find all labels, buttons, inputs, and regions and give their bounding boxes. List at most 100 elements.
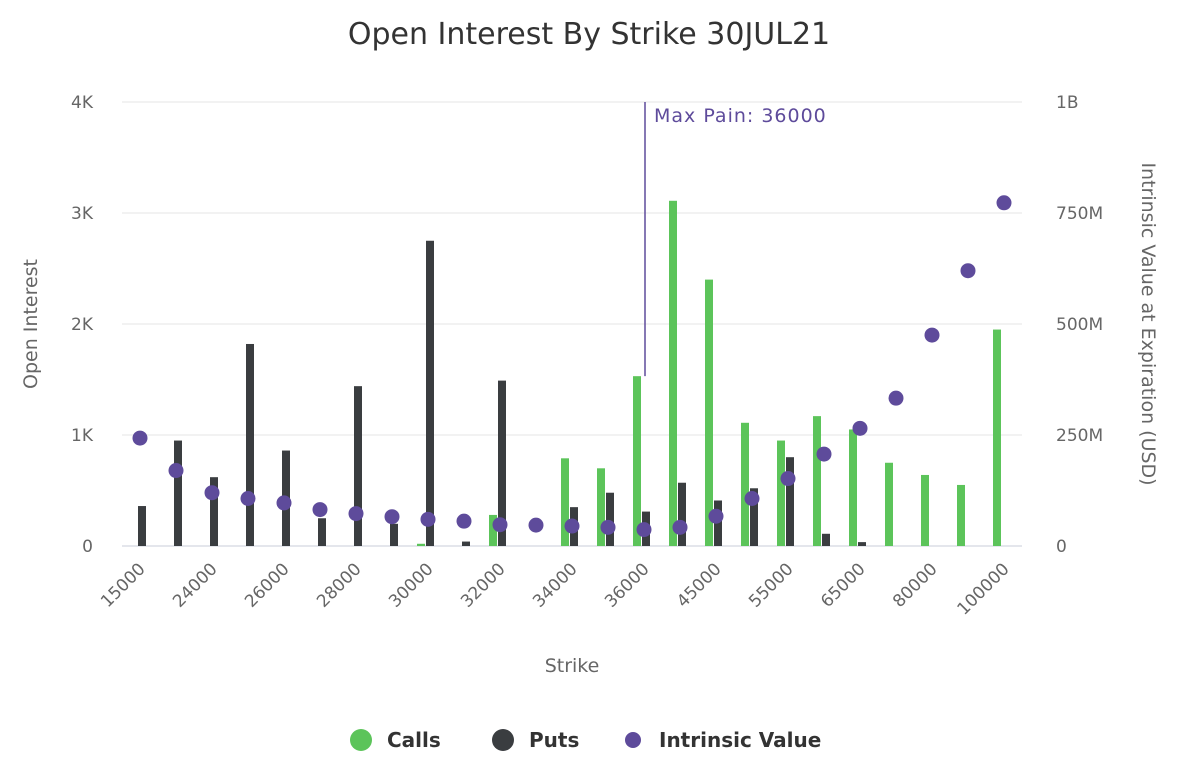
legend-marker: [625, 732, 641, 748]
y2-tick-label: 1B: [1056, 93, 1078, 113]
calls-bar: [921, 474, 929, 546]
intrinsic-value-point: [168, 463, 184, 479]
puts-bar: [822, 533, 830, 546]
intrinsic-value-point: [924, 327, 940, 343]
puts-bar: [498, 380, 506, 546]
y-tick-label: 4K: [71, 93, 94, 113]
y-tick-label: 0: [82, 537, 93, 557]
puts-bar: [390, 523, 398, 546]
calls-bar: [705, 279, 713, 546]
legend-label: Calls: [387, 728, 441, 752]
puts-bar: [462, 541, 470, 546]
calls-bar: [669, 200, 677, 547]
x-tick-label: 26000: [241, 559, 293, 611]
intrinsic-value-point: [708, 508, 724, 524]
legend-label: Puts: [529, 728, 579, 752]
x-tick-label: 45000: [673, 559, 725, 611]
intrinsic-value-point: [276, 495, 292, 511]
puts-bar: [786, 457, 794, 546]
legend-label: Intrinsic Value: [659, 728, 821, 752]
y-tick-label: 3K: [71, 204, 94, 224]
puts-bar: [750, 488, 758, 546]
intrinsic-value-point: [852, 420, 868, 436]
intrinsic-value-point: [888, 390, 904, 406]
puts-bar: [138, 506, 146, 546]
intrinsic-value-point: [564, 518, 580, 534]
intrinsic-value-point: [240, 490, 256, 506]
bar-series: [138, 200, 1001, 547]
intrinsic-value-point: [600, 519, 616, 535]
x-axis: 15000 24000 26000 28000 30000 32000 34000 36000…: [97, 559, 1013, 619]
x-tick-label: 15000: [97, 559, 149, 611]
intrinsic-value-point: [348, 506, 364, 522]
calls-bar: [777, 440, 785, 546]
x-axis-title: Strike: [545, 655, 600, 677]
intrinsic-value-points: [132, 195, 1012, 538]
puts-bar: [246, 343, 254, 546]
max-pain-label: Max Pain: 36000: [654, 105, 827, 127]
intrinsic-value-point: [204, 485, 220, 501]
gridlines: [122, 101, 1022, 547]
calls-bar: [849, 429, 857, 546]
y-axis-right-title: Intrinsic Value at Expiration (USD): [1137, 162, 1159, 485]
intrinsic-value-point: [672, 519, 688, 535]
puts-bar: [606, 492, 614, 546]
intrinsic-value-point: [636, 522, 652, 538]
puts-bar: [318, 518, 326, 546]
intrinsic-value-point: [312, 502, 328, 518]
intrinsic-value-point: [960, 263, 976, 279]
y2-tick-label: 500M: [1056, 315, 1103, 335]
puts-bar: [858, 542, 866, 546]
puts-bar: [678, 482, 686, 546]
intrinsic-value-point: [132, 430, 148, 446]
legend: Calls Puts Intrinsic Value: [350, 728, 821, 752]
calls-bar: [813, 416, 821, 546]
y-axis-left-title: Open Interest: [20, 259, 42, 389]
puts-bar: [426, 240, 434, 546]
x-tick-label: 55000: [745, 559, 797, 611]
y-tick-label: 2K: [71, 315, 94, 335]
x-tick-label: 30000: [385, 559, 437, 611]
puts-bar: [174, 440, 182, 546]
max-pain-annotation: Max Pain: 36000: [644, 102, 827, 377]
chart-title: Open Interest By Strike 30JUL21: [348, 17, 830, 52]
intrinsic-value-point: [816, 446, 832, 462]
intrinsic-value-point: [780, 471, 796, 487]
puts-bar: [210, 477, 218, 546]
calls-bar: [561, 458, 569, 546]
calls-bar: [597, 468, 605, 546]
calls-bar: [993, 329, 1001, 546]
x-tick-label: 24000: [169, 559, 221, 611]
y2-tick-label: 250M: [1056, 426, 1103, 446]
calls-bar: [417, 543, 425, 546]
x-tick-label: 100000: [953, 559, 1013, 619]
puts-bar: [354, 386, 362, 546]
y2-tick-label: 0: [1056, 537, 1067, 557]
y-tick-label: 1K: [71, 426, 94, 446]
intrinsic-value-point: [420, 511, 436, 527]
legend-marker: [492, 729, 514, 751]
y-axis-left: 0 1K 2K 3K 4K: [71, 93, 94, 557]
x-tick-label: 36000: [601, 559, 653, 611]
intrinsic-value-point: [528, 517, 544, 533]
intrinsic-value-point: [384, 509, 400, 525]
y-axis-right: 0 250M 500M 750M 1B: [1056, 93, 1103, 557]
x-tick-label: 65000: [817, 559, 869, 611]
calls-bar: [741, 422, 749, 546]
y2-tick-label: 750M: [1056, 204, 1103, 224]
x-tick-label: 28000: [313, 559, 365, 611]
intrinsic-value-point: [456, 513, 472, 529]
intrinsic-value-point: [996, 195, 1012, 211]
calls-bar: [633, 376, 641, 546]
legend-marker: [350, 729, 372, 751]
intrinsic-value-point: [492, 517, 508, 533]
calls-bar: [885, 462, 893, 546]
calls-bar: [489, 514, 497, 546]
x-tick-label: 34000: [529, 559, 581, 611]
calls-bar: [957, 484, 965, 546]
x-tick-label: 32000: [457, 559, 509, 611]
intrinsic-value-point: [744, 490, 760, 506]
x-tick-label: 80000: [889, 559, 941, 611]
